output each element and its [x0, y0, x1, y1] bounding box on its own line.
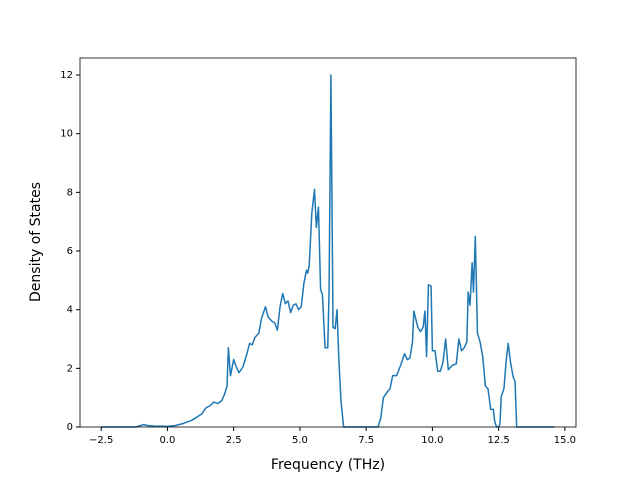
y-tick-label: 8 [67, 187, 73, 198]
x-tick-label: 0.0 [159, 435, 175, 446]
x-tick-label: 2.5 [226, 435, 242, 446]
y-tick-label: 6 [67, 246, 73, 257]
x-tick-label: 10.0 [421, 435, 443, 446]
y-tick-label: 4 [67, 305, 73, 316]
x-axis-label: Frequency (THz) [271, 457, 385, 473]
x-tick-label: 7.5 [358, 435, 374, 446]
y-tick-label: 10 [60, 129, 73, 140]
y-tick-label: 2 [67, 363, 73, 374]
line [101, 74, 555, 428]
y-tick-label: 12 [60, 70, 73, 81]
x-tick-label: 5.0 [292, 435, 308, 446]
x-tick-label: 12.5 [487, 435, 509, 446]
plot-frame [79, 57, 577, 428]
x-tick-label: −2.5 [89, 435, 113, 446]
y-tick-label: 0 [67, 422, 73, 433]
y-axis-label: Density of States [28, 182, 44, 302]
x-tick-label: 15.0 [554, 435, 576, 446]
